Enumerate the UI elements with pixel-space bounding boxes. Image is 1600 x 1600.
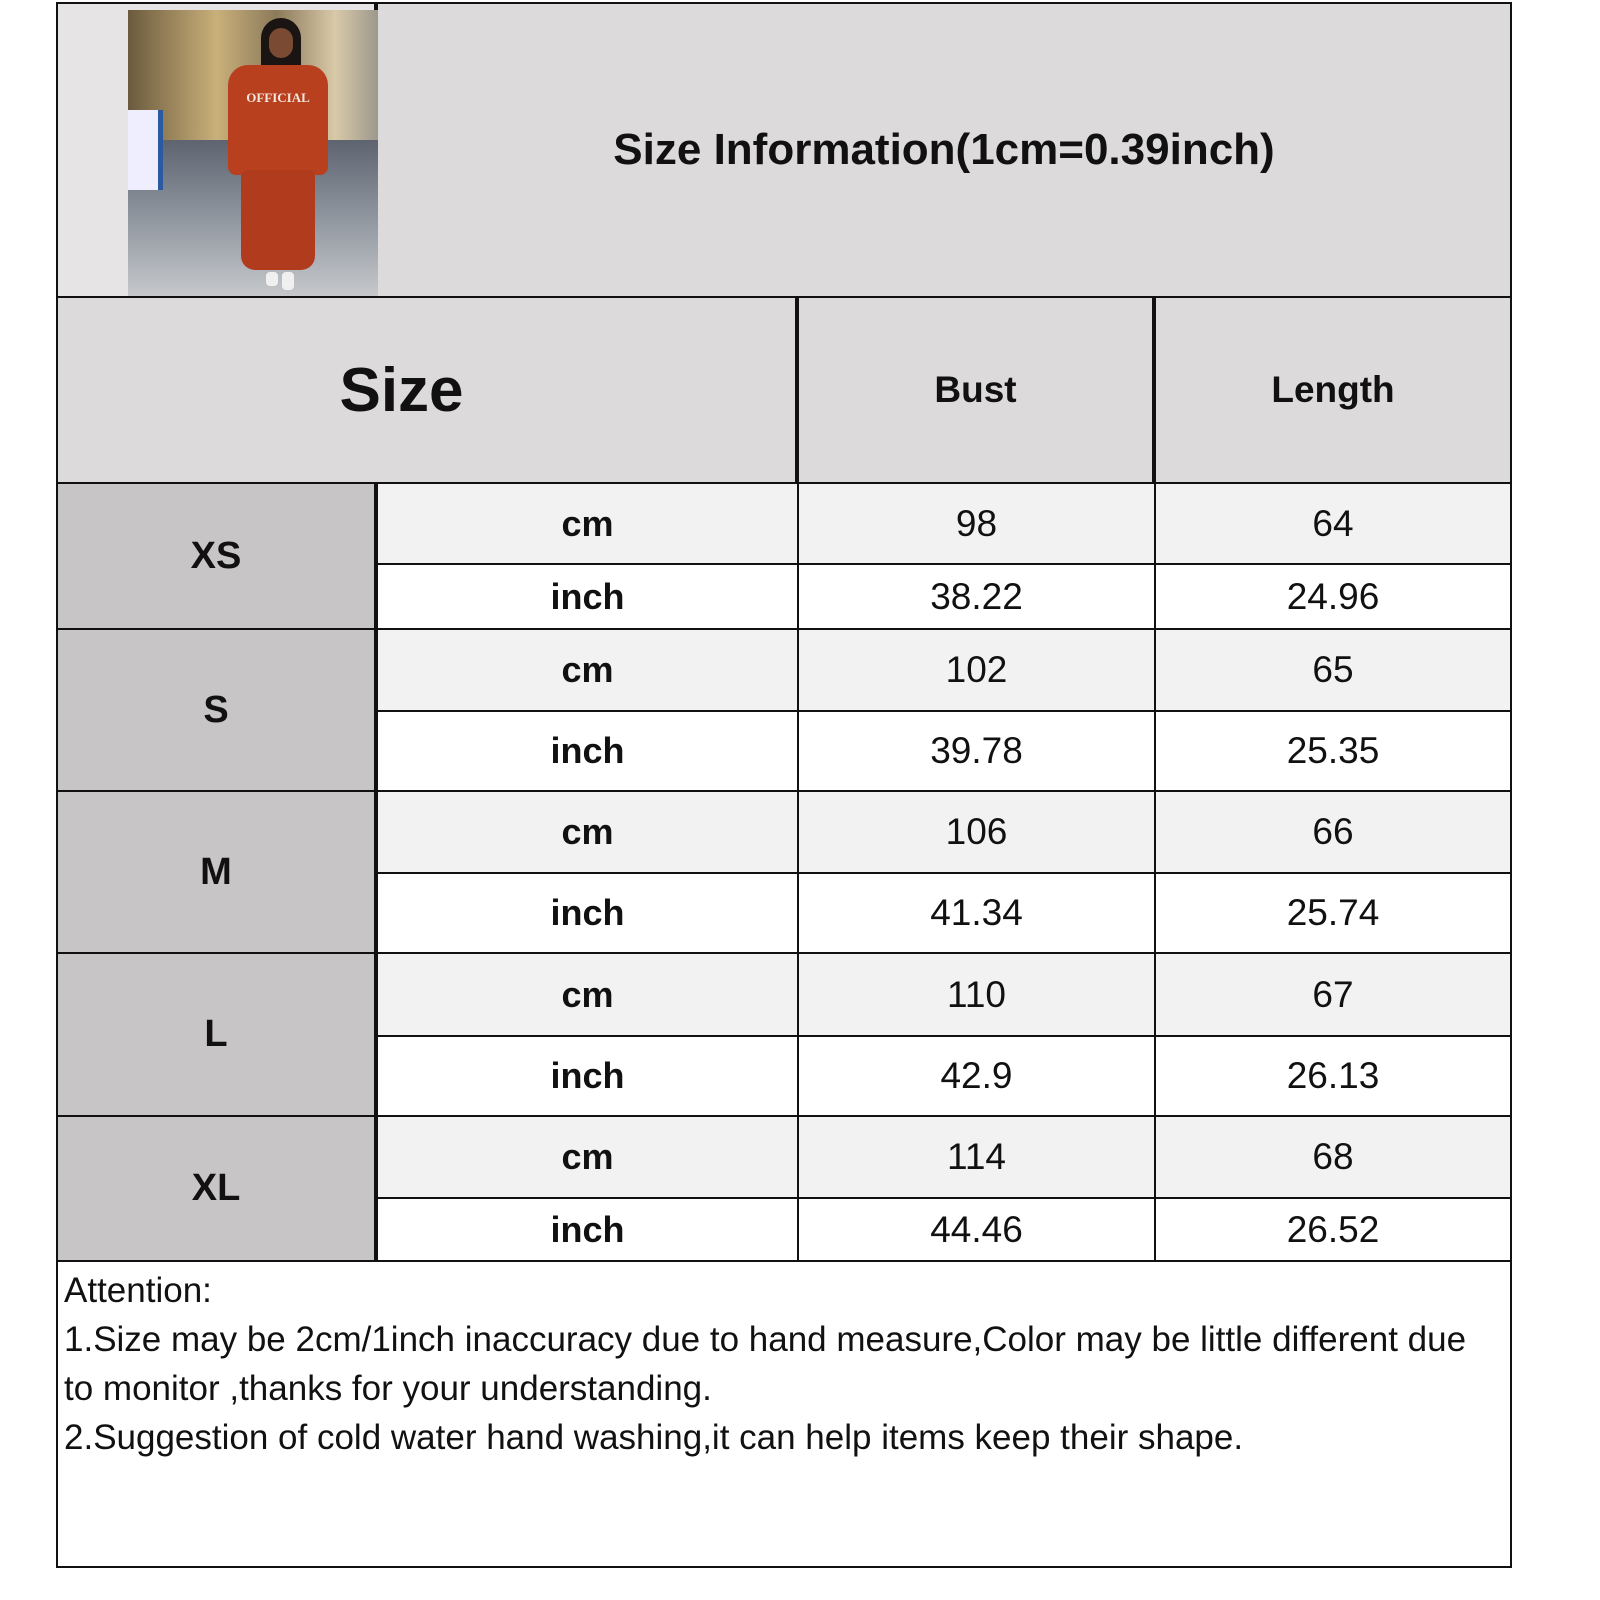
chart-title: Size Information(1cm=0.39inch) [378,4,1510,296]
length-inch-value: 26.52 [1156,1199,1510,1260]
notes-heading: Attention: [64,1271,212,1310]
note-line: 1.Size may be 2cm/1inch inaccuracy due t… [64,1320,1476,1408]
bust-inch-value: 44.46 [799,1199,1154,1260]
photo-print-text: OFFICIAL [246,90,310,105]
unit-label-cm: cm [378,792,797,872]
bust-inch-value: 41.34 [799,874,1154,952]
length-inch-value: 25.74 [1156,874,1510,952]
bust-cm-value: 110 [799,954,1154,1035]
bust-cm-value: 114 [799,1117,1154,1197]
unit-label-inch: inch [378,1037,797,1115]
note-line: 2.Suggestion of cold water hand washing,… [64,1418,1244,1457]
unit-label-inch: inch [378,874,797,952]
bust-inch-value: 38.22 [799,565,1154,628]
length-cm-value: 66 [1156,792,1510,872]
bust-column-header: Bust [799,298,1152,482]
length-cm-value: 68 [1156,1117,1510,1197]
length-column-header: Length [1156,298,1510,482]
product-photo: OFFICIAL [128,10,424,296]
length-cm-value: 65 [1156,630,1510,710]
bust-cm-value: 106 [799,792,1154,872]
size-label-s: S [58,630,374,790]
size-label-xl: XL [58,1117,374,1260]
size-label-m: M [58,792,374,952]
bust-inch-value: 42.9 [799,1037,1154,1115]
size-column-header: Size [58,298,795,482]
size-label-xs: XS [58,484,374,628]
length-inch-value: 26.13 [1156,1037,1510,1115]
bust-cm-value: 102 [799,630,1154,710]
unit-label-cm: cm [378,630,797,710]
length-inch-value: 24.96 [1156,565,1510,628]
unit-label-inch: inch [378,1199,797,1260]
unit-label-inch: inch [378,712,797,790]
size-label-l: L [58,954,374,1115]
attention-notes: Attention: 1.Size may be 2cm/1inch inacc… [58,1262,1510,1566]
length-inch-value: 25.35 [1156,712,1510,790]
length-cm-value: 67 [1156,954,1510,1035]
unit-label-inch: inch [378,565,797,628]
bust-inch-value: 39.78 [799,712,1154,790]
unit-label-cm: cm [378,1117,797,1197]
bust-cm-value: 98 [799,484,1154,563]
length-cm-value: 64 [1156,484,1510,563]
unit-label-cm: cm [378,954,797,1035]
photo-cell: OFFICIAL [58,4,424,296]
size-header-text: Size [339,355,464,425]
unit-label-cm: cm [378,484,797,563]
